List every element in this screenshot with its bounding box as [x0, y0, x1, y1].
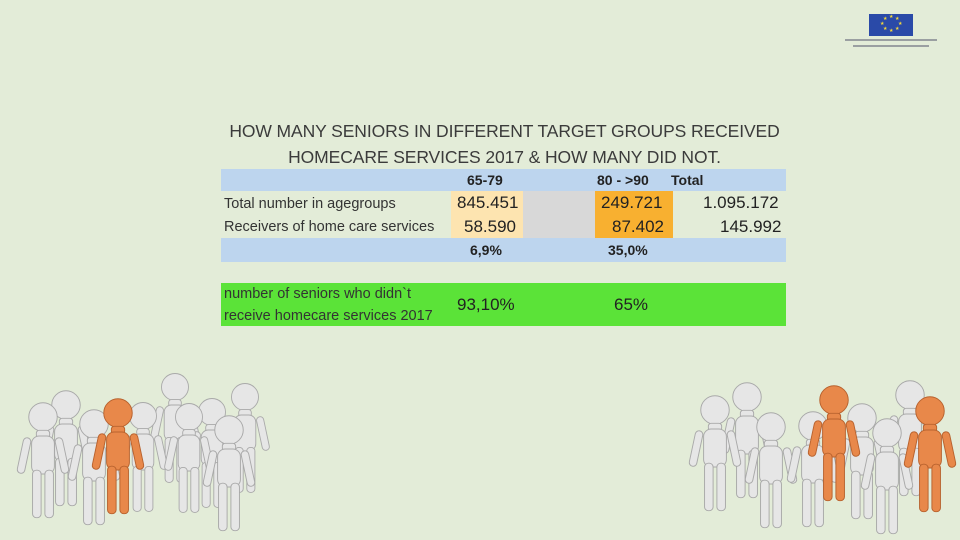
- stick-figure-icon: [149, 373, 201, 483]
- not-received-label-1: number of seniors who didn`t: [224, 286, 411, 302]
- gap-cell: [523, 191, 595, 238]
- stick-figure-icon: [786, 411, 840, 528]
- not-received-panel: number of seniors who didn`t receive hom…: [221, 283, 786, 326]
- stick-figure-icon: [860, 418, 914, 535]
- row-label-total: Total number in agegroups: [224, 196, 396, 212]
- table-title: HOW MANY SENIORS IN DIFFERENT TARGET GRO…: [222, 118, 787, 170]
- stick-figure-icon: [16, 402, 70, 519]
- stick-figure-icon: [688, 395, 742, 512]
- stick-figure-icon: [39, 390, 93, 507]
- cell-total-80-90: 249.721: [601, 193, 663, 212]
- eu-flag-icon: ★ ★ ★ ★ ★ ★ ★ ★: [869, 14, 913, 36]
- col-header-total: Total: [671, 172, 704, 188]
- stick-figure-icon: [91, 398, 145, 515]
- logo-text-line: [853, 45, 929, 47]
- not-received-label-2: receive homecare services 2017: [224, 308, 433, 324]
- cell-receivers-80-90: 87.402: [612, 217, 664, 236]
- percent-80-90: 35,0%: [608, 242, 648, 258]
- cell-total-65-79: 845.451: [457, 193, 519, 212]
- stick-figure-icon: [117, 402, 169, 512]
- stick-figure-icon: [219, 383, 271, 493]
- title-line-1: HOW MANY SENIORS IN DIFFERENT TARGET GRO…: [229, 121, 780, 141]
- stick-figure-icon: [202, 415, 256, 532]
- row-label-receivers: Receivers of home care services: [224, 219, 435, 235]
- header-row: [221, 169, 786, 191]
- cell-receivers-total: 145.992: [720, 217, 782, 236]
- age2-highlight: [595, 191, 673, 238]
- not-received-80-90: 65%: [614, 295, 649, 314]
- logo-text-line: [845, 39, 937, 41]
- stick-figure-icon: [186, 398, 238, 508]
- percent-65-79: 6,9%: [470, 242, 502, 258]
- percent-row: [221, 238, 786, 262]
- eu-logo: ★ ★ ★ ★ ★ ★ ★ ★: [845, 14, 937, 50]
- not-received-65-79: 93,10%: [457, 295, 515, 314]
- stick-figure-icon: [163, 403, 215, 513]
- stick-figure-icon: [67, 409, 121, 526]
- stick-figure-icon: [807, 385, 861, 502]
- title-line-2: HOMECARE SERVICES 2017 & HOW MANY DID NO…: [288, 147, 721, 167]
- cell-total-total: 1.095.172: [703, 193, 779, 212]
- col-header-80-90: 80 - >90: [597, 172, 649, 188]
- age1-highlight: [451, 191, 523, 238]
- stick-figure-icon: [835, 403, 889, 520]
- stick-figure-icon: [903, 396, 957, 513]
- col-header-65-79: 65-79: [467, 172, 503, 188]
- cell-receivers-65-79: 58.590: [464, 217, 516, 236]
- data-table: 65-79 80 - >90 Total Total number in age…: [221, 169, 786, 262]
- stick-figure-icon: [720, 382, 774, 499]
- stick-figure-icon: [744, 412, 798, 529]
- stick-figure-icon: [883, 380, 937, 497]
